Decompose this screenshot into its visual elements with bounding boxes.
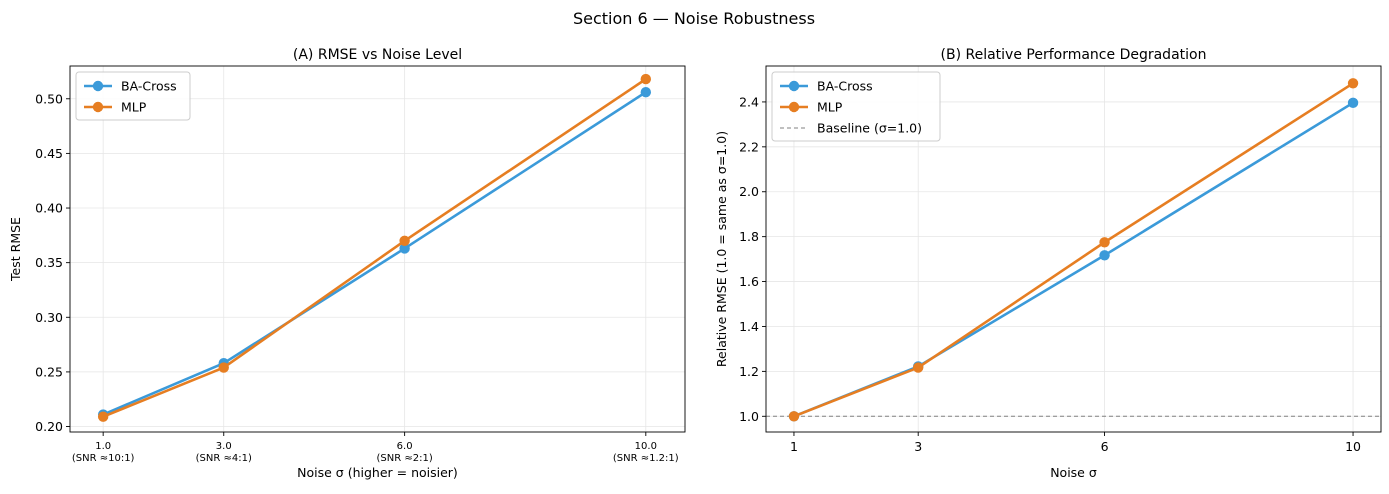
chart-panel-a: 0.20 0.25 0.30 0.35 0.40 0.45 0.50 1.0(SNR ≈10:…	[8, 47, 686, 480]
x-tick-label: 1.0	[95, 441, 111, 452]
legend-box	[771, 71, 941, 142]
data-point-ba-cross	[1099, 250, 1110, 261]
plot-frame	[69, 65, 686, 433]
legend-swatch-marker	[788, 80, 800, 92]
x-axis-label: Noise σ (higher = noisier)	[297, 465, 458, 480]
x-tick-label: (SNR ≈2:1)	[377, 453, 433, 464]
y-tick-label: 0.40	[35, 201, 63, 216]
series-line-ba-cross	[793, 101, 1354, 418]
y-tick-label: 1.2	[739, 364, 759, 379]
x-axis-label: Noise σ	[1050, 465, 1097, 480]
data-point-mlp	[218, 362, 229, 373]
legend-swatch-marker	[788, 101, 800, 113]
data-point-ba-cross	[399, 243, 410, 254]
y-tick-label: 0.50	[35, 91, 63, 106]
x-tick-label: (SNR ≈10:1)	[72, 453, 135, 464]
x-tick-label: 1	[790, 439, 798, 454]
x-tick-label: 3.0	[216, 441, 232, 452]
legend-label: MLP	[121, 100, 147, 115]
x-tick-label: 10	[1345, 439, 1361, 454]
y-tick-label: 1.6	[739, 274, 759, 289]
y-tick-label: 0.25	[35, 364, 63, 379]
legend-label: Baseline (σ=1.0)	[817, 121, 922, 136]
x-tick-label: 6	[1101, 439, 1109, 454]
y-tick-label: 1.8	[739, 229, 759, 244]
y-tick-label: 1.0	[739, 409, 759, 424]
y-tick-label: 0.45	[35, 146, 63, 161]
legend-label: BA-Cross	[817, 79, 873, 94]
y-axis-label: Test RMSE	[8, 217, 23, 282]
x-tick-label: (SNR ≈4:1)	[196, 453, 252, 464]
legend-label: MLP	[817, 100, 843, 115]
y-tick-label: 1.4	[739, 319, 759, 334]
y-tick-label: 0.30	[35, 310, 63, 325]
legend-swatch-marker	[92, 101, 104, 113]
x-tick-label: 3	[914, 439, 922, 454]
y-axis-label: Relative RMSE (1.0 = same as σ=1.0)	[714, 131, 729, 367]
y-tick-label: 2.2	[739, 139, 759, 154]
data-point-mlp	[640, 73, 652, 85]
data-point-ba-cross	[640, 87, 652, 98]
chart-title: (B) Relative Performance Degradation	[941, 47, 1207, 63]
figure-title: Section 6 — Noise Robustness	[573, 9, 815, 28]
series-line-mlp	[102, 78, 647, 418]
legend-label: BA-Cross	[121, 79, 177, 94]
data-point-ba-cross	[1347, 97, 1359, 109]
data-point-mlp	[788, 411, 800, 422]
y-tick-label: 2.0	[739, 184, 759, 199]
plot-frame	[765, 65, 1382, 433]
chart-panel-b: 1.0 1.2 1.4 1.6 1.8 2.0 2.2 2.4 1 3 6 10 (B) Relativ…	[714, 47, 1382, 480]
series-line-ba-cross	[102, 91, 647, 416]
legend-swatch-marker	[92, 80, 104, 92]
data-point-mlp	[399, 235, 410, 247]
data-point-mlp	[912, 362, 924, 373]
y-tick-label: 0.20	[35, 419, 63, 434]
data-point-mlp	[1099, 237, 1110, 248]
y-tick-label: 2.4	[739, 94, 759, 109]
series-line-mlp	[793, 82, 1354, 418]
chart-title: (A) RMSE vs Noise Level	[293, 47, 462, 63]
y-tick-label: 0.35	[35, 255, 63, 270]
data-point-mlp	[97, 411, 109, 422]
x-tick-label: (SNR ≈1.2:1)	[613, 453, 679, 464]
x-tick-label: 6.0	[397, 441, 413, 452]
x-tick-label: 10.0	[635, 441, 657, 452]
data-point-mlp	[1347, 78, 1359, 89]
